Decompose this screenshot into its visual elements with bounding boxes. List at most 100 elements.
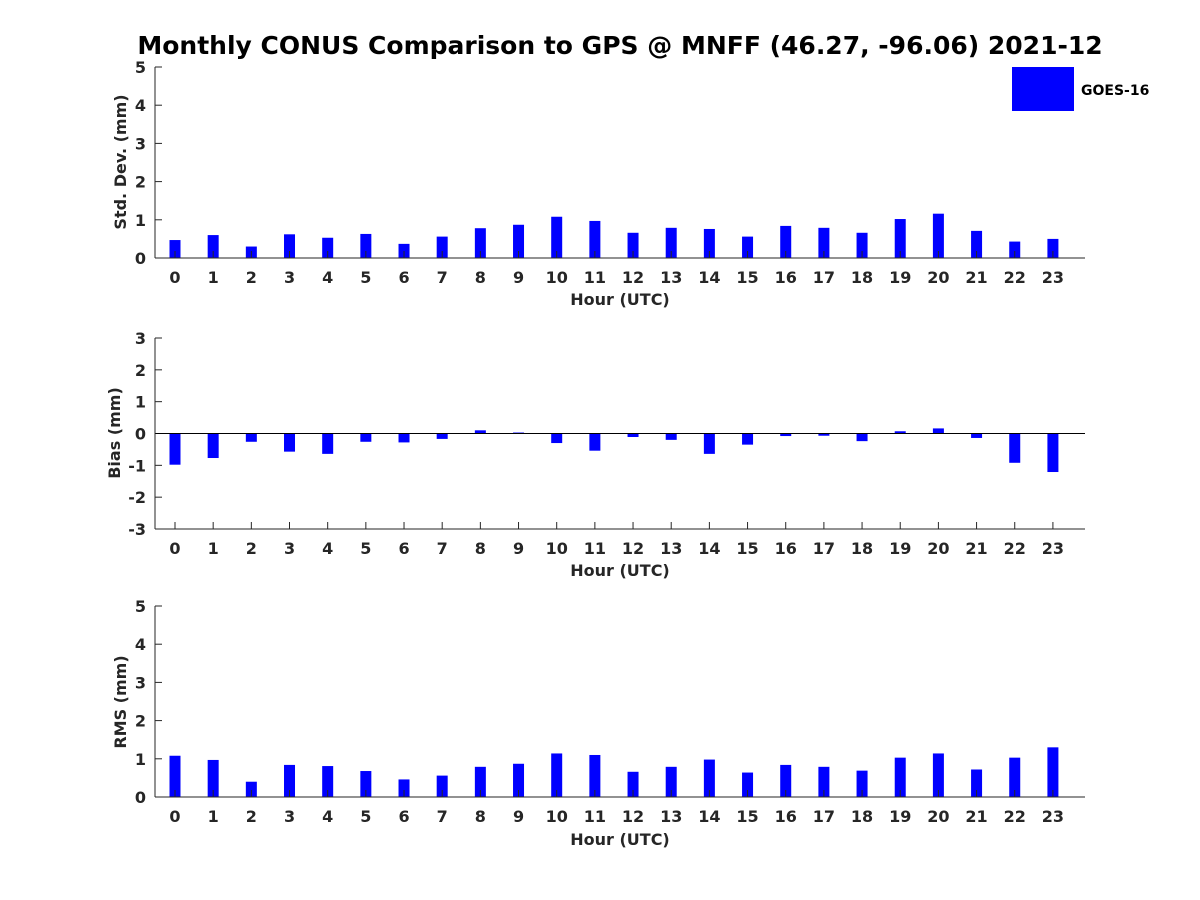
bias-bar <box>245 433 257 442</box>
bias-bar <box>551 433 563 444</box>
rms-x-tick-label: 21 <box>965 807 987 826</box>
rms-bar <box>284 764 296 797</box>
std-dev-y-tick-label: 2 <box>135 173 146 192</box>
rms-bar <box>894 757 906 797</box>
bias-bar <box>207 433 219 459</box>
bias-x-tick-label: 19 <box>889 539 911 558</box>
bias-x-tick-label: 12 <box>622 539 644 558</box>
rms-y-tick-label: 5 <box>135 597 146 616</box>
std-dev-bar <box>207 235 219 258</box>
std-dev-x-tick-label: 1 <box>208 268 219 287</box>
bias-bar <box>818 433 830 436</box>
rms-bar <box>589 754 601 797</box>
rms-x-tick-label: 10 <box>546 807 568 826</box>
bias-x-tick-label: 17 <box>813 539 835 558</box>
std-dev-bar <box>474 228 486 258</box>
bias-bar <box>780 433 792 437</box>
std-dev-x-tick-label: 21 <box>965 268 987 287</box>
std-dev-bar <box>665 227 677 258</box>
bias-x-tick-label: 1 <box>208 539 219 558</box>
bias-y-axis-label: Bias (mm) <box>105 387 124 479</box>
bias-bar <box>1009 433 1021 463</box>
bias-bar <box>742 433 754 445</box>
std-dev-y-axis-label: Std. Dev. (mm) <box>111 94 130 229</box>
std-dev-x-tick-label: 14 <box>698 268 720 287</box>
std-dev-bar <box>551 216 563 258</box>
std-dev-x-tick-label: 7 <box>437 268 448 287</box>
std-dev-x-tick-label: 15 <box>736 268 758 287</box>
rms-bar <box>398 779 410 797</box>
bias-x-tick-label: 14 <box>698 539 720 558</box>
bias-bar <box>932 428 944 434</box>
legend-label-goes-16: GOES-16 <box>1081 83 1149 99</box>
rms-bar <box>436 775 448 797</box>
std-dev-y-tick-label: 5 <box>135 58 146 77</box>
bias-y-tick-label: 3 <box>135 329 146 348</box>
rms-bar <box>971 769 983 797</box>
rms-bar <box>1009 757 1021 797</box>
std-dev-bar <box>703 228 715 258</box>
std-dev-x-tick-label: 8 <box>475 268 486 287</box>
rms-bar <box>360 771 372 797</box>
std-dev-x-tick-label: 12 <box>622 268 644 287</box>
rms-bar <box>818 766 830 797</box>
std-dev-x-tick-label: 23 <box>1042 268 1064 287</box>
std-dev-x-tick-label: 5 <box>360 268 371 287</box>
legend: GOES-16 <box>1012 67 1149 111</box>
std-dev-bar <box>742 236 754 258</box>
bias-x-tick-label: 5 <box>360 539 371 558</box>
bias-bar <box>589 433 601 451</box>
bias-bar <box>703 433 715 454</box>
bias-bar <box>322 433 334 454</box>
rms-x-tick-label: 18 <box>851 807 873 826</box>
std-dev-bar <box>589 220 601 258</box>
rms-bar <box>474 766 486 797</box>
std-dev-bar <box>1047 238 1059 258</box>
rms-bar <box>627 771 639 797</box>
rms-x-tick-label: 16 <box>775 807 797 826</box>
rms-x-tick-label: 15 <box>736 807 758 826</box>
rms-x-tick-label: 19 <box>889 807 911 826</box>
bias-bar <box>971 433 983 438</box>
rms-x-tick-label: 8 <box>475 807 486 826</box>
bias-x-tick-label: 4 <box>322 539 333 558</box>
bias-x-tick-label: 6 <box>398 539 409 558</box>
rms-x-tick-label: 23 <box>1042 807 1064 826</box>
std-dev-y-tick-label: 0 <box>135 249 146 268</box>
bias-x-axis-label: Hour (UTC) <box>570 561 670 580</box>
bias-x-tick-label: 8 <box>475 539 486 558</box>
std-dev-bar <box>284 234 296 258</box>
bias-x-tick-label: 11 <box>584 539 606 558</box>
bias-x-tick-label: 10 <box>546 539 568 558</box>
bias-bar <box>665 433 677 440</box>
rms-y-tick-label: 4 <box>135 635 146 654</box>
rms-x-tick-label: 13 <box>660 807 682 826</box>
std-dev-y-tick-label: 1 <box>135 211 146 230</box>
std-dev-x-tick-label: 4 <box>322 268 333 287</box>
rms-bar <box>703 759 715 797</box>
std-dev-x-tick-label: 20 <box>927 268 949 287</box>
rms-bar <box>207 759 219 797</box>
rms-bar <box>169 755 181 797</box>
rms-y-tick-label: 0 <box>135 788 146 807</box>
bias-x-tick-label: 21 <box>965 539 987 558</box>
chart-title: Monthly CONUS Comparison to GPS @ MNFF (… <box>137 31 1102 60</box>
rms-x-tick-label: 6 <box>398 807 409 826</box>
std-dev-x-tick-label: 6 <box>398 268 409 287</box>
std-dev-bar <box>971 230 983 258</box>
std-dev-bar <box>627 232 639 258</box>
std-dev-x-tick-label: 17 <box>813 268 835 287</box>
bias-bar <box>1047 433 1059 473</box>
std-dev-bar <box>169 240 181 258</box>
std-dev-bar <box>398 243 410 258</box>
bias-x-tick-label: 3 <box>284 539 295 558</box>
rms-x-tick-label: 12 <box>622 807 644 826</box>
rms-x-tick-label: 4 <box>322 807 333 826</box>
bias-x-tick-label: 13 <box>660 539 682 558</box>
bias-x-tick-label: 16 <box>775 539 797 558</box>
std-dev-x-axis-label: Hour (UTC) <box>570 290 670 309</box>
bias-y-tick-label: -3 <box>128 520 146 539</box>
